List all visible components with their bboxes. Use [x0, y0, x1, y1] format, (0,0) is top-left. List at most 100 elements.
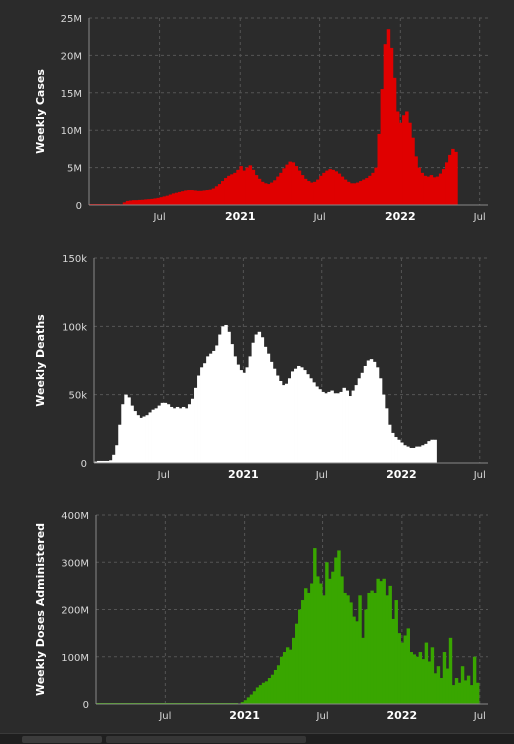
- bar-vaccines: [334, 558, 337, 704]
- x-tick-label: Jul: [473, 711, 486, 722]
- bar-cases: [282, 168, 285, 205]
- bar-cases: [384, 44, 387, 205]
- bar-cases: [298, 171, 301, 205]
- bar-deaths: [227, 332, 230, 463]
- bar-deaths: [152, 410, 155, 463]
- y-tick-label: 100k: [62, 322, 87, 333]
- y-axis-label: Weekly Doses Administered: [34, 523, 47, 696]
- bar-cases: [393, 78, 396, 205]
- x-tick-label: Jul: [158, 711, 171, 722]
- y-tick-label: 25M: [61, 14, 82, 25]
- bar-deaths: [173, 408, 176, 463]
- bar-deaths: [385, 408, 388, 463]
- bar-deaths: [330, 391, 333, 463]
- scrollbar-thumb[interactable]: [22, 736, 102, 743]
- x-tick-label: 2021: [228, 468, 259, 481]
- bar-vaccines: [373, 593, 376, 704]
- bar-cases: [356, 183, 359, 205]
- bar-vaccines: [280, 657, 283, 704]
- bar-vaccines: [361, 638, 364, 704]
- bar-vaccines: [259, 685, 262, 704]
- bar-cases: [399, 123, 402, 205]
- bar-deaths: [315, 386, 318, 463]
- bar-deaths: [191, 399, 194, 463]
- bar-deaths: [376, 367, 379, 463]
- bar-cases: [451, 149, 454, 205]
- bar-cases: [445, 162, 448, 205]
- bar-vaccines: [425, 643, 428, 704]
- scrollbar-track-segment: [106, 736, 306, 743]
- bar-cases: [454, 152, 457, 205]
- bar-cases: [221, 181, 224, 205]
- bar-deaths: [212, 351, 215, 463]
- bar-deaths: [306, 374, 309, 463]
- bar-cases: [184, 190, 187, 205]
- bar-cases: [279, 173, 282, 205]
- bar-vaccines: [274, 670, 277, 704]
- bar-cases: [147, 199, 150, 205]
- bar-deaths: [373, 362, 376, 463]
- bar-deaths: [333, 393, 336, 463]
- bar-cases: [331, 170, 334, 205]
- bar-cases: [203, 190, 206, 205]
- bar-cases: [252, 170, 255, 205]
- bar-vaccines: [307, 593, 310, 704]
- bar-cases: [261, 182, 264, 205]
- bar-vaccines: [379, 581, 382, 704]
- bar-cases: [233, 173, 236, 205]
- bar-cases: [335, 171, 338, 205]
- bar-deaths: [139, 418, 142, 463]
- bar-cases: [344, 180, 347, 205]
- y-tick-label: 300M: [61, 558, 89, 569]
- bar-deaths: [291, 371, 294, 463]
- bar-cases: [368, 176, 371, 205]
- bar-deaths: [270, 362, 273, 463]
- bar-cases: [166, 196, 169, 205]
- x-tick-label: 2021: [225, 210, 256, 223]
- bar-vaccines: [455, 678, 458, 704]
- bar-deaths: [355, 385, 358, 463]
- bar-cases: [390, 48, 393, 205]
- bar-cases: [236, 170, 239, 205]
- bar-vaccines: [313, 548, 316, 704]
- bar-deaths: [312, 382, 315, 463]
- bar-cases: [273, 180, 276, 205]
- bar-cases: [408, 123, 411, 205]
- bar-cases: [396, 112, 399, 206]
- y-axis-label: Weekly Deaths: [34, 314, 47, 407]
- y-tick-label: 150k: [62, 254, 87, 265]
- bar-cases: [433, 177, 436, 205]
- bar-cases: [153, 198, 156, 205]
- y-axis-label: Weekly Cases: [34, 69, 47, 154]
- bar-deaths: [246, 367, 249, 463]
- bar-deaths: [349, 396, 352, 463]
- bar-cases: [347, 182, 350, 205]
- y-tick-label: 15M: [61, 89, 82, 100]
- bar-cases: [160, 197, 163, 205]
- y-tick-label: 0: [83, 700, 89, 711]
- bar-deaths: [430, 440, 433, 463]
- bar-deaths: [197, 376, 200, 463]
- bar-deaths: [194, 388, 197, 463]
- bar-deaths: [391, 433, 394, 463]
- bar-deaths: [343, 388, 346, 463]
- bar-cases: [218, 184, 221, 205]
- bar-cases: [436, 177, 439, 205]
- bar-deaths: [394, 437, 397, 463]
- bar-vaccines: [337, 550, 340, 704]
- bar-vaccines: [322, 595, 325, 704]
- bar-cases: [304, 179, 307, 205]
- y-tick-label: 20M: [61, 51, 82, 62]
- bar-cases: [371, 173, 374, 205]
- bar-vaccines: [473, 657, 476, 704]
- x-tick-label: Jul: [315, 470, 328, 481]
- bar-vaccines: [446, 669, 449, 704]
- bar-deaths: [230, 344, 233, 463]
- bar-deaths: [297, 366, 300, 463]
- bar-cases: [378, 134, 381, 205]
- bar-cases: [270, 183, 273, 205]
- bar-cases: [381, 89, 384, 205]
- bar-deaths: [388, 425, 391, 463]
- bar-vaccines: [340, 576, 343, 704]
- bar-vaccines: [292, 638, 295, 704]
